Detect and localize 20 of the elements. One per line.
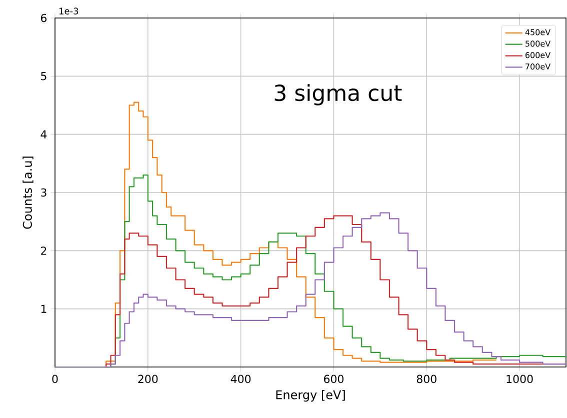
y-axis-title: Counts [a.u]: [22, 156, 34, 229]
x-axis-title: Energy [eV]: [276, 390, 345, 402]
y-tick-label: 3: [41, 188, 46, 197]
x-tick-label: 800: [416, 374, 436, 384]
x-tick-label: 600: [324, 374, 344, 384]
x-tick-label: 400: [230, 374, 251, 384]
legend-label: 600eV: [525, 52, 551, 58]
legend-label: 450eV: [525, 29, 551, 36]
x-tick-label: 0: [52, 374, 58, 384]
y-tick-label: 6: [40, 14, 47, 22]
y-tick-label: 5: [41, 72, 46, 80]
x-tick-label: 200: [138, 374, 158, 384]
y-tick-label: 1: [41, 304, 46, 313]
annotation: 3 sigma cut: [274, 84, 402, 106]
x-tick-label: 1000: [506, 374, 533, 384]
y-tick-label: 4: [40, 130, 47, 138]
legend-label: 500eV: [526, 40, 551, 47]
legend-label: 700eV: [526, 63, 551, 70]
text: 1e-3: [60, 8, 78, 14]
y-tick-label: 2: [41, 246, 46, 255]
